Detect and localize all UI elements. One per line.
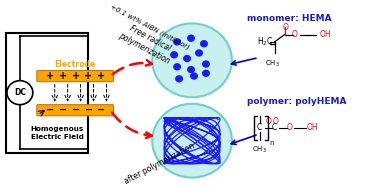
- Text: O: O: [266, 117, 272, 126]
- Circle shape: [7, 81, 33, 105]
- Text: −: −: [98, 105, 105, 115]
- Text: −: −: [71, 105, 80, 115]
- Circle shape: [202, 60, 210, 68]
- Text: n: n: [270, 140, 274, 146]
- Text: +: +: [46, 71, 54, 81]
- Text: OH: OH: [319, 30, 331, 39]
- Text: +: +: [59, 71, 67, 81]
- Text: +0.1 wt% AIBN (initiator): +0.1 wt% AIBN (initiator): [108, 3, 190, 51]
- Text: after polymerization: after polymerization: [123, 141, 196, 186]
- FancyBboxPatch shape: [37, 70, 113, 82]
- Circle shape: [170, 51, 178, 59]
- Circle shape: [183, 55, 191, 62]
- Circle shape: [187, 35, 195, 42]
- Text: Free radical
polymerization: Free radical polymerization: [117, 22, 177, 66]
- Text: C: C: [272, 123, 277, 132]
- FancyArrowPatch shape: [231, 135, 256, 144]
- FancyArrowPatch shape: [232, 58, 256, 65]
- Bar: [6, 33, 88, 153]
- Text: −: −: [46, 105, 54, 115]
- Circle shape: [152, 104, 232, 178]
- Circle shape: [187, 66, 195, 73]
- Text: DC: DC: [14, 88, 26, 97]
- Text: C: C: [257, 123, 262, 132]
- Circle shape: [190, 72, 198, 80]
- Text: +: +: [71, 71, 80, 81]
- FancyArrowPatch shape: [113, 60, 152, 74]
- Text: +: +: [98, 71, 105, 81]
- Text: O: O: [283, 23, 288, 32]
- Circle shape: [195, 49, 203, 57]
- FancyBboxPatch shape: [37, 105, 113, 116]
- Text: CH$_3$: CH$_3$: [252, 145, 267, 156]
- Circle shape: [173, 63, 181, 70]
- Text: OH: OH: [306, 123, 318, 132]
- Circle shape: [173, 38, 181, 46]
- Text: polymer: polyHEMA: polymer: polyHEMA: [247, 97, 346, 106]
- FancyArrowPatch shape: [112, 112, 152, 138]
- Text: H$_2$C: H$_2$C: [257, 36, 273, 48]
- Text: O: O: [273, 117, 279, 126]
- Circle shape: [152, 23, 232, 97]
- Circle shape: [175, 75, 183, 83]
- Text: −: −: [85, 105, 93, 115]
- Text: +: +: [85, 71, 93, 81]
- Text: O: O: [286, 123, 292, 132]
- Circle shape: [200, 40, 208, 47]
- Text: −: −: [59, 105, 67, 115]
- Text: monomer: HEMA: monomer: HEMA: [247, 14, 331, 23]
- Text: CH$_3$: CH$_3$: [265, 59, 280, 69]
- Text: O: O: [292, 30, 297, 39]
- Text: Electrode: Electrode: [55, 60, 96, 70]
- Text: Homogenous
Electric Field: Homogenous Electric Field: [31, 126, 84, 140]
- Circle shape: [202, 70, 210, 77]
